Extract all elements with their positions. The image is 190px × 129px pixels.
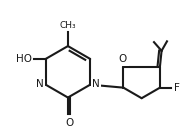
Text: HO: HO: [16, 54, 32, 64]
Text: O: O: [119, 54, 127, 64]
Text: O: O: [65, 118, 73, 128]
Text: F: F: [174, 83, 180, 93]
Text: CH₃: CH₃: [60, 21, 76, 30]
Text: N: N: [36, 79, 44, 89]
Text: N: N: [92, 79, 100, 89]
